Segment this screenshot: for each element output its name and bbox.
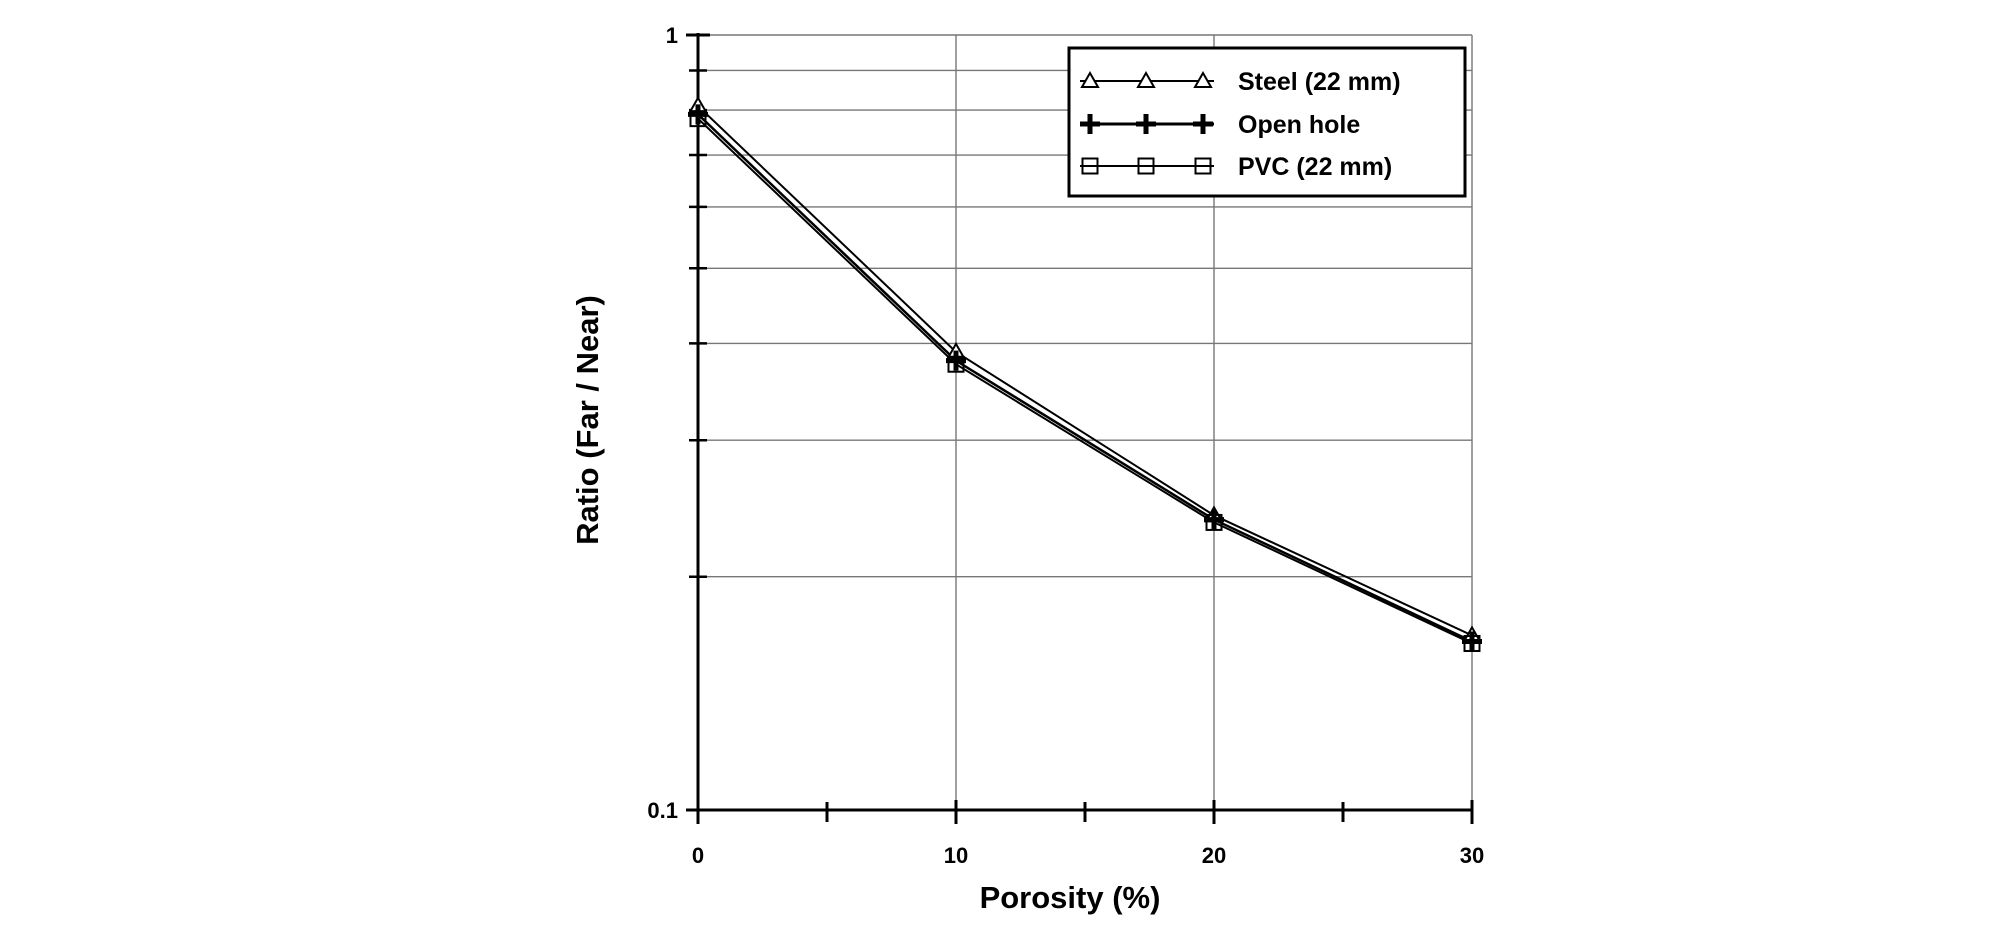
x-tick-label: 30 (1460, 843, 1484, 868)
data-point-square (689, 110, 707, 128)
legend-label-steel: Steel (22 mm) (1238, 68, 1401, 96)
legend-marker-triangle (1136, 70, 1156, 88)
legend-entry-open-hole: Open hole (1080, 111, 1360, 139)
series-line-square (697, 117, 1473, 645)
data-point-square (947, 355, 965, 373)
legend-label-pvc: PVC (22 mm) (1238, 153, 1392, 181)
legend: Steel (22 mm) Open hole PVC (22 mm) (1067, 46, 1467, 198)
data-point-square (1205, 513, 1223, 531)
legend-label-open-hole: Open hole (1238, 111, 1360, 139)
legend-entry-pvc: PVC (22 mm) (1080, 153, 1392, 181)
legend-marker-triangle (1193, 70, 1213, 88)
legend-marker-square (1137, 157, 1155, 175)
legend-entry-steel: Steel (22 mm) (1080, 68, 1401, 96)
x-tick-label: 10 (944, 843, 968, 868)
y-tick-label: 1 (666, 23, 678, 48)
legend-marker-plus (1080, 114, 1100, 134)
series-group (688, 95, 1482, 652)
legend-marker-square (1081, 157, 1099, 175)
legend-marker-square (1194, 157, 1212, 175)
ticks: 0.110 10 20 30 (647, 23, 1484, 868)
x-axis-title: Porosity (%) (980, 880, 1161, 915)
legend-box (1067, 46, 1467, 198)
x-tick-label: 0 (692, 843, 704, 868)
y-tick-label: 0.1 (647, 798, 678, 823)
legend-marker-triangle (1080, 70, 1100, 88)
y-axis-title: Ratio (Far / Near) (570, 295, 605, 545)
series-line-plus (697, 113, 1473, 643)
legend-marker-plus (1193, 114, 1213, 134)
data-point-square (1463, 634, 1481, 652)
x-tick-label: 20 (1202, 843, 1226, 868)
legend-marker-plus (1136, 114, 1156, 134)
series-line-triangle (697, 105, 1473, 637)
